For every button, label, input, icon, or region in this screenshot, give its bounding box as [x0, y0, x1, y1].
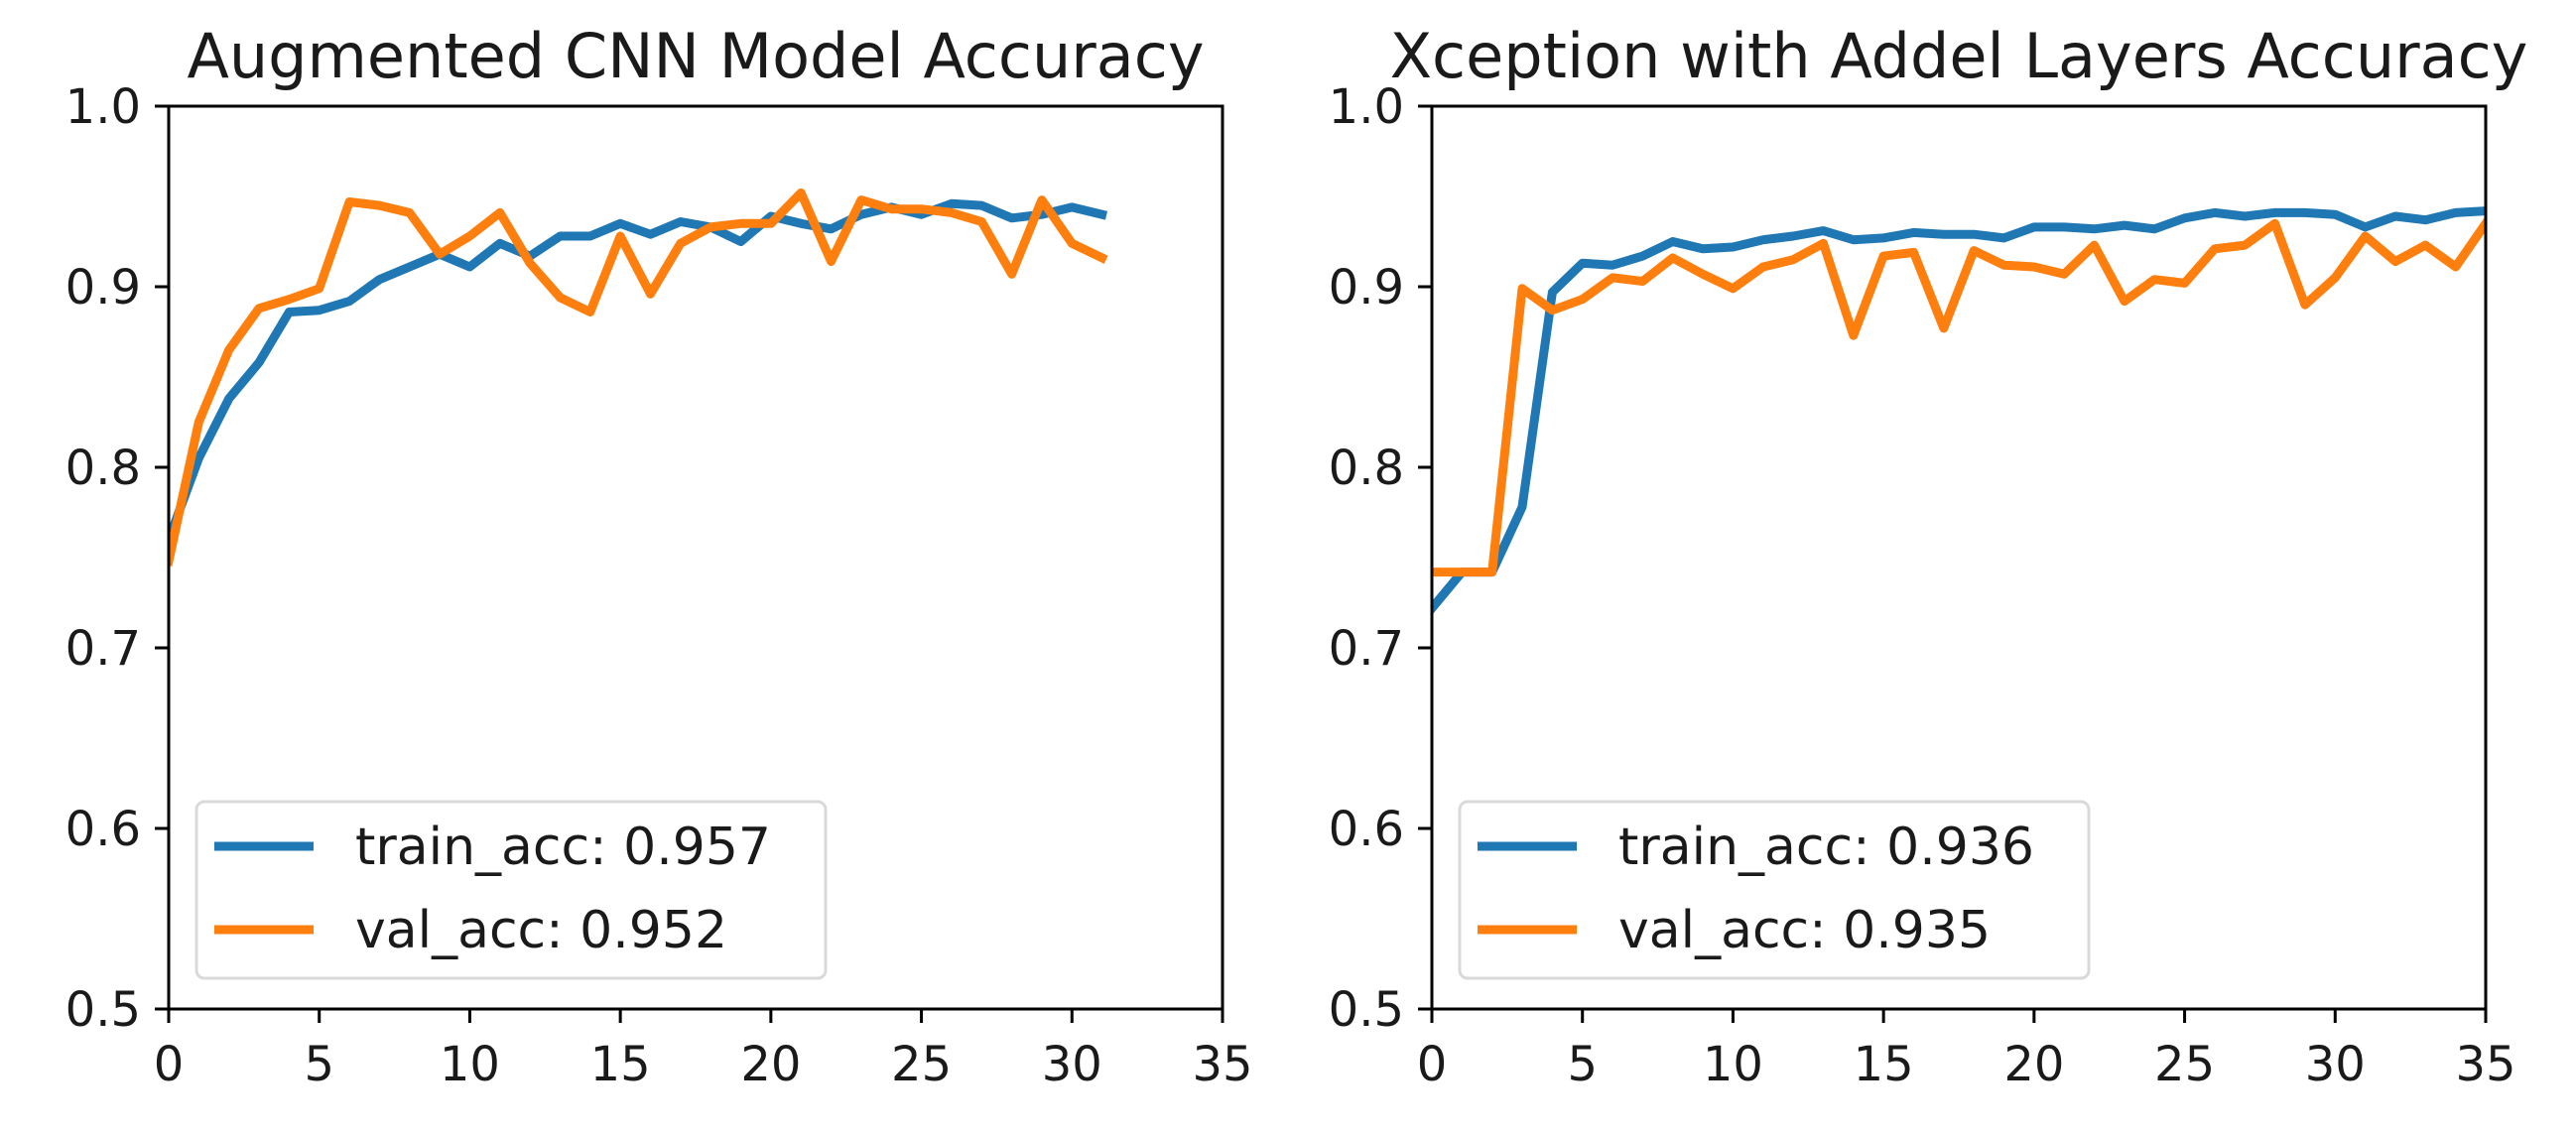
- x-tick-label: 0: [1417, 1037, 1448, 1092]
- legend-box: [1458, 800, 2091, 980]
- legend-label: val_acc: 0.952: [355, 901, 727, 960]
- chart-title: Xception with Addel Layers Accuracy: [1390, 20, 2528, 92]
- y-tick-label: 0.7: [1329, 621, 1404, 677]
- x-tick-label: 20: [2003, 1037, 2064, 1092]
- y-tick-label: 0.7: [65, 621, 141, 677]
- chart-title: Augmented CNN Model Accuracy: [187, 20, 1204, 92]
- legend: train_acc: 0.936 val_acc: 0.935: [1458, 800, 2091, 980]
- x-tick-label: 25: [891, 1037, 952, 1092]
- x-tick-label: 30: [2305, 1037, 2366, 1092]
- x-tick-label: 20: [740, 1037, 801, 1092]
- series-line-val-acc: [169, 188, 1108, 567]
- y-tick-label: 0.5: [1329, 982, 1404, 1038]
- x-tick-label: 0: [154, 1037, 185, 1092]
- legend: train_acc: 0.957 val_acc: 0.952: [194, 800, 828, 980]
- y-tick-label: 1.0: [1329, 79, 1404, 135]
- plot-frame: [167, 104, 1224, 1011]
- series-line-val-acc: [1432, 217, 2486, 577]
- y-tick-label: 0.5: [65, 982, 141, 1038]
- series-group: [169, 188, 1108, 567]
- legend-box: [194, 800, 828, 980]
- y-tick-label: 0.8: [65, 441, 141, 496]
- x-tick-label: 10: [1703, 1037, 1763, 1092]
- x-tick-label: 15: [590, 1037, 651, 1092]
- y-tick-label: 0.8: [1329, 441, 1404, 496]
- y-tick-label: 0.6: [65, 802, 141, 857]
- x-tick-label: 5: [1567, 1037, 1598, 1092]
- x-tick-label: 10: [440, 1037, 500, 1092]
- x-tick-label: 15: [1854, 1037, 1914, 1092]
- legend-label: train_acc: 0.957: [355, 818, 771, 877]
- x-tick-label: 5: [304, 1037, 334, 1092]
- y-tick-label: 0.9: [1329, 260, 1404, 316]
- x-tick-label: 25: [2154, 1037, 2215, 1092]
- series-line-train-acc: [169, 198, 1108, 546]
- chart-panel-accuracy-xception: 0 5 10 15 20 25 30 35 0.5 0.6 0.7 0.8 0.9 1.0Xception…: [1329, 20, 2528, 1092]
- series-group: [1432, 206, 2486, 615]
- plot-frame: [1430, 104, 2488, 1011]
- y-tick-label: 1.0: [65, 79, 141, 135]
- x-tick-label: 30: [1042, 1037, 1102, 1092]
- y-tick-label: 0.9: [65, 260, 141, 316]
- x-tick-label: 35: [2455, 1037, 2515, 1092]
- series-line-train-acc: [1432, 206, 2486, 615]
- legend-label: train_acc: 0.936: [1618, 818, 2034, 877]
- x-tick-label: 35: [1192, 1037, 1252, 1092]
- chart-panel-accuracy-cnn: 0 5 10 15 20 25 30 35 0.5 0.6 0.7 0.8 0.9 1.0 Augmente…: [65, 20, 1253, 1092]
- legend-label: val_acc: 0.935: [1618, 901, 1991, 960]
- y-tick-label: 0.6: [1329, 802, 1404, 857]
